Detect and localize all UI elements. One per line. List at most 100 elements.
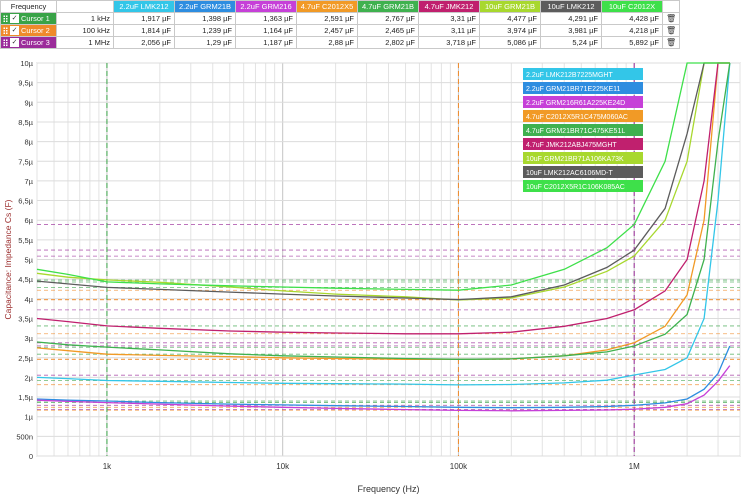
- cursor-value-cell: 3,974 µF: [479, 24, 541, 37]
- series-column-header[interactable]: 2.2uF GRM216: [235, 0, 297, 13]
- cursor-name-cell[interactable]: ✓ Cursor 2: [0, 24, 57, 37]
- y-tick-label: 8µ: [25, 138, 34, 147]
- cursor-value-cell: 4,428 µF: [601, 12, 663, 25]
- y-tick-label: 8,5µ: [18, 118, 33, 127]
- legend-swatch[interactable]: [523, 152, 643, 164]
- series-line[interactable]: [36, 365, 731, 412]
- delete-cursor-cell[interactable]: 🗑: [661, 12, 681, 25]
- series-column-header[interactable]: 4.7uF GRM21B: [357, 0, 419, 13]
- cursor-visible-checkbox[interactable]: ✓: [10, 14, 19, 24]
- drag-grip-icon[interactable]: [3, 38, 8, 47]
- cursor-value-cell: 2,88 µF: [296, 36, 358, 49]
- legend-swatch[interactable]: [523, 166, 643, 178]
- y-tick-label: 1,5µ: [18, 393, 33, 402]
- y-tick-label: 5µ: [25, 256, 34, 265]
- series-line[interactable]: [36, 62, 730, 301]
- cursor-value-cell: 5,892 µF: [601, 36, 663, 49]
- series-column-header[interactable]: 4.7uF JMK212: [418, 0, 480, 13]
- cursor-value-cell: 1,239 µF: [174, 24, 236, 37]
- legend-entry[interactable]: 2.2uF LMK212B7225MGHT: [526, 72, 613, 79]
- y-tick-label: 7,5µ: [18, 157, 33, 166]
- drag-grip-icon[interactable]: [3, 26, 8, 35]
- y-tick-label: 9µ: [25, 98, 34, 107]
- y-tick-label: 4µ: [25, 295, 34, 304]
- series-column-header[interactable]: 2.2uF GRM21B: [174, 0, 236, 13]
- cursor-value-cell: 4,218 µF: [601, 24, 663, 37]
- legend-swatch[interactable]: [523, 68, 643, 80]
- series-column-header[interactable]: 4.7uF C2012X5: [296, 0, 358, 13]
- x-axis-label: Frequency (Hz): [357, 484, 419, 494]
- cursor-name-label: Cursor 3: [21, 37, 50, 47]
- cursor-value-cell: 1,187 µF: [235, 36, 297, 49]
- cursor-visible-checkbox[interactable]: ✓: [10, 38, 19, 48]
- cursor-value-cell: 2,465 µF: [357, 24, 419, 37]
- series-line[interactable]: [36, 62, 730, 301]
- frequency-value-column-header: [56, 0, 114, 13]
- y-axis-label: Capacitance: Impedance Cs (F): [3, 199, 13, 319]
- cursor-name-label: Cursor 1: [21, 13, 50, 23]
- legend-entry[interactable]: 10uF C2012X5R1C106K085AC: [526, 184, 625, 191]
- series-line[interactable]: [36, 62, 730, 291]
- cursor-frequency-cell[interactable]: 100 kHz: [56, 24, 114, 37]
- series-column-header[interactable]: 10uF C2012X: [601, 0, 663, 13]
- cursor-name-label: Cursor 2: [21, 25, 50, 35]
- cursor-visible-checkbox[interactable]: ✓: [10, 26, 19, 36]
- cursor-value-cell: 5,24 µF: [540, 36, 602, 49]
- delete-cursor-cell[interactable]: 🗑: [661, 36, 681, 49]
- x-tick-label: 10k: [276, 462, 290, 471]
- legend-swatch[interactable]: [523, 138, 643, 150]
- legend-entry[interactable]: 4.7uF JMK212ABJ475MGHT: [526, 142, 617, 149]
- y-tick-label: 9,5µ: [18, 79, 33, 88]
- series-column-header[interactable]: 10uF GRM21B: [479, 0, 541, 13]
- cursor-value-cell: 5,086 µF: [479, 36, 541, 49]
- legend-swatch[interactable]: [523, 96, 643, 108]
- y-tick-label: 3µ: [25, 334, 34, 343]
- y-tick-label: 3,5µ: [18, 314, 33, 323]
- series-line[interactable]: [36, 62, 730, 335]
- cursor-frequency-cell[interactable]: 1 kHz: [56, 12, 114, 25]
- legend-entry[interactable]: 2.2uF GRM21BR71E225KE11: [526, 86, 621, 93]
- y-tick-label: 2µ: [25, 373, 34, 382]
- series-line[interactable]: [36, 345, 731, 409]
- cursor-value-cell: 1,814 µF: [113, 24, 175, 37]
- trash-icon[interactable]: 🗑: [666, 25, 677, 35]
- cursor-name-cell[interactable]: ✓ Cursor 1: [0, 12, 57, 25]
- legend-entry[interactable]: 10uF LMK212AC6106MD-T: [526, 170, 613, 177]
- delete-cursor-cell[interactable]: 🗑: [661, 24, 681, 37]
- series-line[interactable]: [36, 62, 731, 360]
- legend-swatch[interactable]: [523, 110, 643, 122]
- legend-swatch[interactable]: [523, 82, 643, 94]
- legend-swatch[interactable]: [523, 124, 643, 136]
- y-tick-label: 4,5µ: [18, 275, 33, 284]
- series-column-header[interactable]: 2.2uF LMK212: [113, 0, 175, 13]
- x-tick-label: 1k: [103, 462, 112, 471]
- y-tick-label: 1µ: [25, 413, 34, 422]
- y-tick-label: 10µ: [20, 59, 33, 68]
- series-column-header[interactable]: 10uF LMK212: [540, 0, 602, 13]
- trash-icon[interactable]: 🗑: [666, 37, 677, 47]
- drag-grip-icon[interactable]: [3, 14, 8, 23]
- cursor-name-cell[interactable]: ✓ Cursor 3: [0, 36, 57, 49]
- legend-swatch[interactable]: [523, 180, 643, 192]
- y-tick-label: 2,5µ: [18, 354, 33, 363]
- cursor-value-cell: 3,11 µF: [418, 24, 480, 37]
- action-column-header: [661, 0, 681, 13]
- legend-entry[interactable]: 2.2uF GRM216R61A225KE24D: [526, 100, 625, 107]
- x-tick-label: 100k: [450, 462, 468, 471]
- trash-icon[interactable]: 🗑: [666, 13, 677, 23]
- legend-entry[interactable]: 4.7uF GRM21BR71C475KE51L: [526, 128, 625, 135]
- legend-entry[interactable]: 10uF GRM21BR71A106KA73K: [526, 156, 624, 163]
- legend-entry[interactable]: 4.7uF C2012X5R1C475M060AC: [526, 114, 628, 121]
- cursor-value-cell: 3,718 µF: [418, 36, 480, 49]
- cursor-frequency-cell[interactable]: 1 MHz: [56, 36, 114, 49]
- cursor-value-cell: 2,802 µF: [357, 36, 419, 49]
- cursor-row[interactable]: ✓ Cursor 2 100 kHz 1,814 µF 1,239 µF 1,164 µF…: [0, 24, 681, 37]
- series-line[interactable]: [36, 62, 731, 386]
- y-tick-label: 500n: [16, 432, 33, 441]
- y-tick-label: 0: [29, 452, 33, 461]
- cursor-value-cell: 1,363 µF: [235, 12, 297, 25]
- cursor-value-cell: 1,29 µF: [174, 36, 236, 49]
